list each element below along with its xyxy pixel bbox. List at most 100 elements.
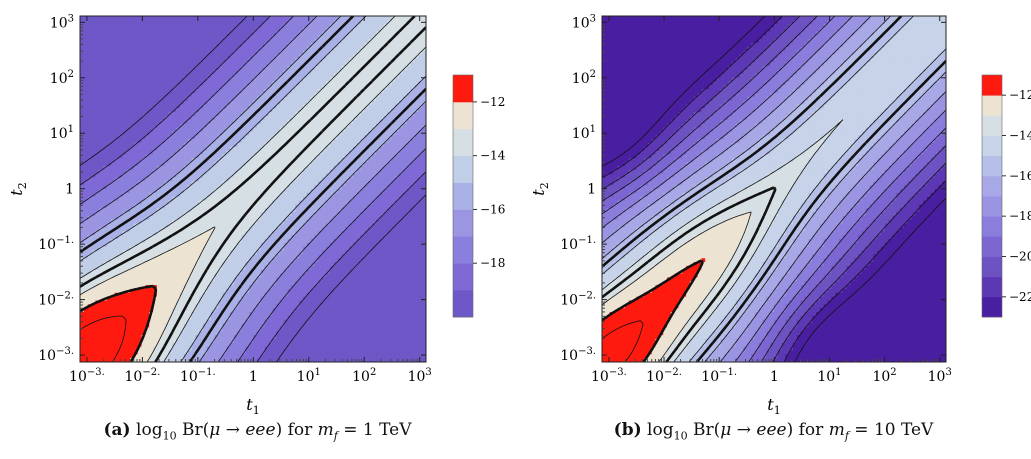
x-tick-label: 103	[408, 367, 432, 385]
colorbar-tick-label: −14	[480, 149, 506, 163]
caption-b: (b) log10 Br(μ → eee) for mf = 10 TeV	[516, 420, 1031, 442]
y-tick-label: 1	[587, 182, 596, 198]
caption-eq: = 1 TeV	[337, 420, 412, 440]
contour-level	[602, 16, 946, 362]
x-tick-label: 103	[928, 367, 952, 385]
x-tick-label: 1	[770, 369, 779, 385]
x-tick-label: 1	[249, 369, 258, 385]
caption-logsub: 10	[673, 429, 688, 443]
colorbar-band	[982, 296, 1002, 318]
colorbar-band	[453, 128, 473, 157]
y-tick-label: 1	[65, 182, 74, 198]
contour-level	[602, 320, 644, 362]
contour-level	[80, 16, 426, 362]
colorbar-band	[982, 95, 1002, 116]
y-axis-label: t2	[529, 182, 551, 195]
caption-eee: eee	[245, 420, 276, 440]
caption-br: Br(	[693, 420, 721, 440]
caption-eq: = 10 TeV	[848, 420, 934, 440]
colorbar-band	[982, 75, 1002, 96]
x-tick-label: 10−2.	[646, 367, 682, 385]
colorbar-tick-label: −12	[1009, 88, 1031, 102]
colorbar-band	[453, 209, 473, 237]
caption-br: Br(	[181, 420, 210, 440]
caption-log: log	[136, 420, 163, 440]
colorbar-band	[453, 155, 473, 183]
colorbar-band	[982, 256, 1002, 278]
x-tick-label: 102	[872, 367, 896, 385]
caption-mu: μ	[209, 420, 221, 440]
y-tick-label: 101	[50, 124, 74, 142]
colorbar-band	[982, 216, 1002, 237]
contour-plot-a: 10−3. 10−2. 10−1. 1 101 102 103 10−3. 10−2. 10−1.…	[7, 13, 506, 417]
y-tick-label: 10−1.	[560, 235, 596, 253]
contour-fill	[602, 16, 946, 362]
caption-eee: eee	[756, 420, 787, 440]
caption-arrow: →	[731, 420, 757, 440]
colorbar-band	[453, 263, 473, 291]
colorbar-band	[453, 236, 473, 264]
colorbar-frame	[981, 74, 1003, 318]
colorbar-band	[453, 75, 473, 103]
y-tick-label: 102	[50, 69, 74, 87]
caption-close: ) for	[275, 420, 318, 440]
caption-arrow: →	[220, 420, 246, 440]
colorbar-band	[982, 175, 1002, 197]
colorbar-frame	[452, 74, 474, 318]
x-tick-label: 10−3.	[69, 367, 105, 385]
y-tick-label: 10−2.	[38, 291, 74, 309]
contour-level	[80, 16, 426, 362]
contour-level	[80, 16, 426, 362]
colorbar-tick-label: −22	[1009, 290, 1031, 304]
colorbar-band	[982, 276, 1002, 298]
contour-level	[80, 16, 426, 362]
panel-b: 10−3. 10−2. 10−1. 1 101 102 103 10−3. 10−2. 10−1.…	[516, 0, 1031, 459]
colorbar-band	[982, 135, 1002, 157]
y-tick-label: 102	[572, 69, 596, 87]
x-tick-label: 10−1.	[180, 367, 216, 385]
contour-level	[80, 16, 426, 362]
colorbar-band	[453, 290, 473, 318]
x-axis-label: t1	[767, 395, 780, 417]
x-tick-label: 10−2.	[125, 367, 161, 385]
x-tick-label: 101	[297, 367, 321, 385]
colorbar-tick-label: −16	[480, 202, 505, 216]
y-tick-label: 103	[50, 13, 74, 31]
colorbar-band	[982, 236, 1002, 257]
x-tick-label: 101	[817, 367, 841, 385]
caption-mfsub: f	[844, 429, 849, 443]
contour-level	[80, 226, 216, 362]
caption-mu: μ	[720, 420, 732, 440]
caption-a: (a) log10 Br(μ → eee) for mf = 1 TeV	[0, 420, 515, 442]
y-tick-label: 103	[572, 13, 596, 31]
colorbar-tick-label: −18	[480, 256, 505, 270]
contour-lines	[80, 16, 426, 362]
y-tick-label: 10−2.	[560, 291, 596, 309]
x-axis-label: t1	[246, 395, 259, 417]
caption-log: log	[647, 420, 674, 440]
x-tick-label: 10−3.	[591, 367, 627, 385]
y-tick-label: 10−3.	[560, 346, 596, 364]
panel-a: 10−3. 10−2. 10−1. 1 101 102 103 10−3. 10−2. 10−1.…	[0, 0, 515, 459]
x-tick-label: 10−1.	[701, 367, 737, 385]
y-tick-label: 101	[572, 124, 596, 142]
contour-level	[80, 16, 426, 362]
colorbar-band	[982, 155, 1002, 177]
colorbar-tick-label: −12	[480, 95, 505, 109]
contour-level	[602, 119, 844, 362]
caption-mf: m	[828, 420, 845, 440]
caption-close: ) for	[786, 420, 829, 440]
contour-level	[602, 16, 946, 362]
contour-plot-b: 10−3. 10−2. 10−1. 1 101 102 103 10−3. 10−2. 10−1.…	[529, 13, 1031, 417]
colorbar-tick-label: −18	[1009, 209, 1031, 223]
caption-tag: (a)	[103, 420, 131, 440]
colorbar-band	[982, 115, 1002, 136]
caption-tag: (b)	[613, 420, 642, 440]
caption-mf: m	[317, 420, 334, 440]
contour-level	[80, 16, 426, 362]
y-axis-label: t2	[7, 182, 29, 195]
colorbar-tick-label: −16	[1009, 169, 1031, 183]
colorbar-band	[982, 196, 1002, 217]
colorbar-band	[453, 101, 473, 130]
caption-mfsub: f	[333, 429, 338, 443]
